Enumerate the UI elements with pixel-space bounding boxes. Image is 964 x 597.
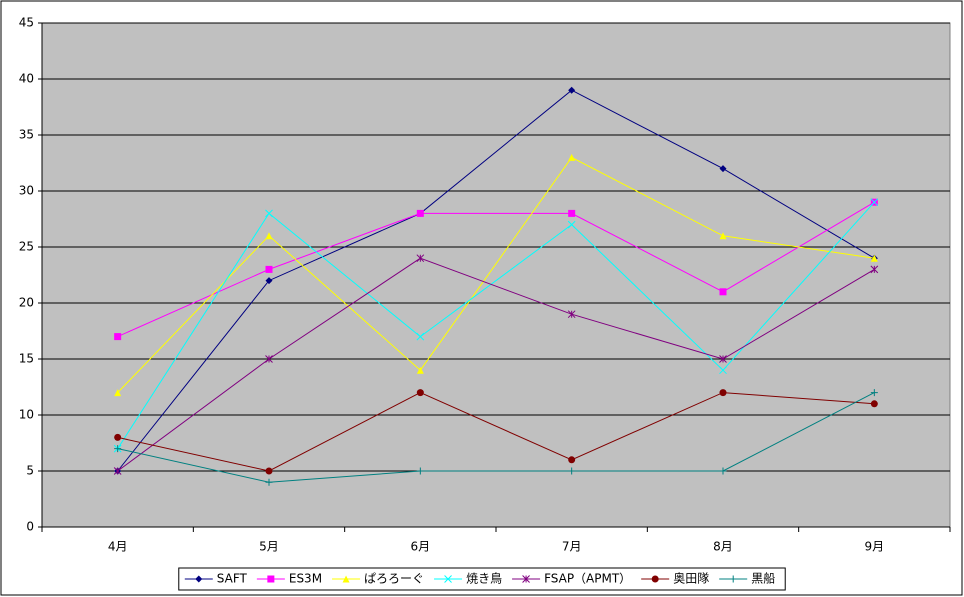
x-tick-label: 6月 <box>411 540 431 554</box>
marker <box>265 355 273 363</box>
series-line <box>117 257 875 472</box>
marker <box>113 467 122 475</box>
marker <box>195 575 203 583</box>
marker <box>870 198 879 207</box>
marker <box>870 400 878 408</box>
marker <box>265 232 273 240</box>
series-line <box>117 201 875 449</box>
y-tick-label: 35 <box>19 128 34 142</box>
legend-label: ぱろろーぐ <box>364 572 424 586</box>
x-tick-label: 7月 <box>562 540 582 554</box>
marker <box>568 467 576 475</box>
marker <box>719 288 727 296</box>
legend-label: ES3M <box>289 572 322 586</box>
marker <box>719 389 727 397</box>
x-tick-label: 5月 <box>259 540 279 554</box>
series-line <box>117 156 875 393</box>
y-tick-label: 0 <box>26 520 34 534</box>
series-line <box>117 392 875 483</box>
marker <box>568 456 576 464</box>
marker <box>870 254 878 262</box>
y-tick-label: 40 <box>19 72 34 86</box>
marker <box>265 467 273 475</box>
marker <box>265 478 273 486</box>
y-tick-label: 45 <box>19 16 34 30</box>
series-line <box>117 201 875 338</box>
marker <box>567 310 576 319</box>
x-tick-label: 8月 <box>713 540 733 554</box>
legend: SAFT ES3M ぱろろーぐ 焼き鳥 FSAP（APMT） 奥田隊 黒船 <box>178 567 786 591</box>
legend-box <box>178 567 786 591</box>
marker <box>416 332 425 341</box>
marker <box>416 366 424 374</box>
legend-label: 焼き鳥 <box>466 571 502 586</box>
marker <box>568 209 576 217</box>
plot-area: 0 5 10 15 20 25 30 35 40 45 4月 5月 6月 7月 8月 9月 <box>19 16 951 554</box>
y-tick-label: 30 <box>19 184 34 198</box>
marker <box>719 467 727 475</box>
marker <box>416 467 424 475</box>
marker <box>729 575 737 583</box>
marker <box>416 389 424 397</box>
marker <box>114 333 122 341</box>
y-tick-label: 15 <box>19 352 34 366</box>
y-tick-label: 5 <box>26 464 34 478</box>
marker <box>114 445 122 453</box>
legend-label: SAFT <box>217 572 248 586</box>
legend-label: 黒船 <box>751 572 775 586</box>
x-tick-label: 9月 <box>865 540 885 554</box>
y-tick-label: 10 <box>19 408 34 422</box>
marker <box>568 86 576 94</box>
marker <box>719 232 727 240</box>
marker <box>416 254 425 263</box>
marker <box>114 389 122 397</box>
marker <box>719 366 727 375</box>
marker <box>265 277 273 285</box>
marker <box>870 265 879 274</box>
marker <box>342 575 350 583</box>
legend-label: FSAP（APMT） <box>544 572 631 586</box>
marker <box>651 575 659 583</box>
y-tick-label: 25 <box>19 240 34 254</box>
marker <box>416 209 424 217</box>
marker <box>719 165 727 173</box>
x-tick-label: 4月 <box>108 540 128 554</box>
legend-label: 奥田隊 <box>673 571 709 586</box>
series-line <box>117 392 875 472</box>
plot-background <box>41 22 951 528</box>
marker <box>114 433 122 441</box>
marker <box>567 220 576 229</box>
y-tick-label: 20 <box>19 296 34 310</box>
marker <box>870 389 878 397</box>
marker <box>267 575 275 583</box>
marker <box>265 265 273 273</box>
marker <box>444 575 452 583</box>
marker <box>719 355 727 363</box>
marker <box>568 153 576 161</box>
series-line <box>117 89 875 472</box>
marker <box>522 575 530 583</box>
marker <box>265 209 273 218</box>
